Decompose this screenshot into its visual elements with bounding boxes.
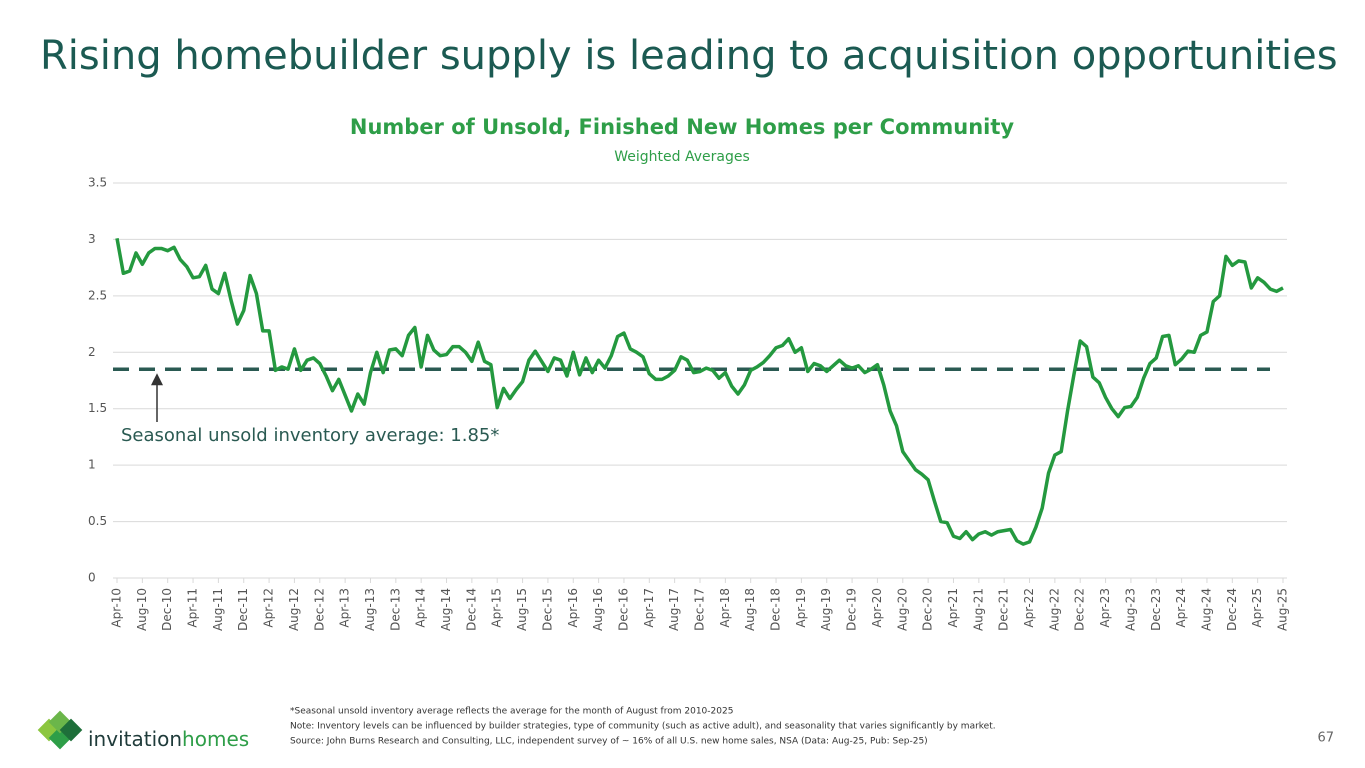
x-tick-label: Aug-17 xyxy=(667,588,681,631)
y-tick-label: 3 xyxy=(88,232,96,246)
x-tick-label: Aug-18 xyxy=(743,588,757,631)
x-tick-label: Aug-12 xyxy=(287,588,301,631)
footnotes: *Seasonal unsold inventory average refle… xyxy=(290,707,996,747)
x-tick-label: Dec-16 xyxy=(616,588,630,631)
chart-subtitle: Weighted Averages xyxy=(614,149,750,165)
x-tick-label: Dec-15 xyxy=(540,588,554,631)
x-tick-label: Aug-19 xyxy=(819,588,833,631)
logo: invitationhomes xyxy=(37,710,249,751)
y-tick-label: 1 xyxy=(88,458,96,472)
logo-first: invitation xyxy=(88,727,182,751)
x-tick-label: Dec-17 xyxy=(693,588,707,631)
data-line xyxy=(115,237,1284,546)
y-tick-label: 2.5 xyxy=(88,288,107,302)
x-tick-label: Aug-21 xyxy=(971,588,985,631)
x-tick-label: Apr-17 xyxy=(642,588,656,628)
x-tick-label: Aug-25 xyxy=(1276,588,1290,631)
y-tick-label: 3.5 xyxy=(88,176,107,190)
x-tick-label: Apr-15 xyxy=(490,588,504,628)
x-tick-label: Apr-12 xyxy=(262,588,276,628)
slide-title: Rising homebuilder supply is leading to … xyxy=(40,33,1338,79)
x-tick-label: Apr-24 xyxy=(1174,588,1188,628)
x-tick-label: Aug-13 xyxy=(363,588,377,631)
x-tick-label: Apr-20 xyxy=(870,588,884,628)
x-tick-label: Apr-16 xyxy=(566,588,580,628)
chart-title: Number of Unsold, Finished New Homes per… xyxy=(350,115,1015,139)
x-tick-label: Dec-18 xyxy=(769,588,783,631)
x-tick-label: Apr-18 xyxy=(718,588,732,628)
x-tick-label: Apr-21 xyxy=(946,588,960,628)
footnote: *Seasonal unsold inventory average refle… xyxy=(290,707,733,717)
x-tick-label: Dec-23 xyxy=(1149,588,1163,631)
x-tick-label: Apr-19 xyxy=(794,588,808,628)
x-tick-label: Apr-25 xyxy=(1250,588,1264,628)
logo-second: homes xyxy=(182,727,249,751)
x-tick-label: Apr-14 xyxy=(414,588,428,628)
x-tick-label: Aug-23 xyxy=(1123,588,1137,631)
x-tick-label: Aug-11 xyxy=(211,588,225,631)
x-tick-label: Apr-13 xyxy=(338,588,352,628)
logo-text: invitationhomes xyxy=(88,727,249,751)
x-tick-label: Aug-14 xyxy=(439,588,453,631)
x-tick-label: Dec-14 xyxy=(464,588,478,631)
x-tick-label: Apr-11 xyxy=(186,588,200,628)
footnote: Source: John Burns Research and Consulti… xyxy=(290,737,928,747)
y-tick-label: 1.5 xyxy=(88,401,107,415)
y-tick-label: 2 xyxy=(88,345,96,359)
annotation-arrowhead xyxy=(151,373,163,386)
x-tick-label: Dec-20 xyxy=(921,588,935,631)
x-tick-label: Apr-23 xyxy=(1098,588,1112,628)
x-tick-label: Dec-19 xyxy=(845,588,859,631)
annotation: Seasonal unsold inventory average: 1.85* xyxy=(121,425,499,446)
x-tick-label: Apr-22 xyxy=(1022,588,1036,628)
y-tick-label: 0.5 xyxy=(88,514,107,528)
x-tick-label: Dec-11 xyxy=(236,588,250,631)
x-tick-label: Dec-13 xyxy=(388,588,402,631)
x-tick-label: Dec-21 xyxy=(997,588,1011,631)
page-number: 67 xyxy=(1317,731,1334,746)
x-tick-label: Aug-15 xyxy=(515,588,529,631)
y-tick-label: 0 xyxy=(88,571,96,585)
x-tick-label: Dec-12 xyxy=(312,588,326,631)
x-tick-label: Dec-22 xyxy=(1073,588,1087,631)
x-tick-label: Aug-16 xyxy=(591,588,605,631)
footnote: Note: Inventory levels can be influenced… xyxy=(290,722,996,732)
x-tick-label: Dec-24 xyxy=(1225,588,1239,631)
x-tick-label: Apr-10 xyxy=(110,588,124,628)
x-tick-label: Aug-20 xyxy=(895,588,909,631)
x-tick-label: Aug-24 xyxy=(1199,588,1213,631)
x-tick-label: Aug-22 xyxy=(1047,588,1061,631)
x-tick-label: Aug-10 xyxy=(135,588,149,631)
x-tick-label: Dec-10 xyxy=(160,588,174,631)
